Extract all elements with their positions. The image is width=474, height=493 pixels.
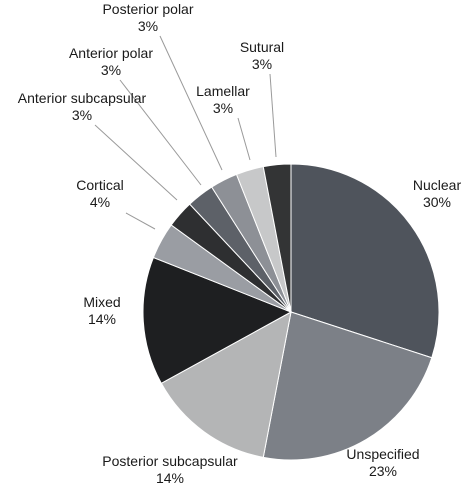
slice-mixed <box>142 256 293 384</box>
leader-lines <box>94 35 277 230</box>
label-percent: 14% <box>88 311 116 327</box>
slice-unspecified <box>262 311 433 461</box>
label-mixed: Mixed 14% <box>83 294 120 327</box>
label-percent: 3% <box>138 18 158 34</box>
label-percent: 3% <box>252 56 272 72</box>
leader-line-sutural <box>269 73 277 158</box>
label-percent: 4% <box>90 194 110 210</box>
label-name: Anterior polar <box>69 45 153 61</box>
slice-nuclear <box>290 163 440 359</box>
label-percent: 14% <box>156 470 184 486</box>
label-nuclear: Nuclear 30% <box>413 177 462 210</box>
leader-line-anterior-subcapsular <box>94 124 178 201</box>
slice-sutural <box>262 163 292 313</box>
label-unspecified: Unspecified 23% <box>346 446 419 479</box>
label-sutural: Sutural 3% <box>240 39 284 72</box>
slice-labels: Nuclear 30% Unspecified 23% Posterior subcap… <box>18 1 462 486</box>
label-name: Nuclear <box>413 177 462 193</box>
label-name: Unspecified <box>346 446 419 462</box>
label-name: Anterior subcapsular <box>18 90 147 106</box>
label-name: Posterior subcapsular <box>102 453 238 469</box>
label-percent: 23% <box>369 463 397 479</box>
label-posterior-subcapsular: Posterior subcapsular 14% <box>102 453 238 486</box>
label-name: Posterior polar <box>102 1 193 17</box>
label-percent: 3% <box>101 62 121 78</box>
label-lamellar: Lamellar 3% <box>196 83 250 116</box>
label-posterior-polar: Posterior polar 3% <box>102 1 193 34</box>
leader-line-posterior-polar <box>159 35 223 171</box>
label-cortical: Cortical 4% <box>76 177 123 210</box>
label-name: Lamellar <box>196 83 250 99</box>
label-anterior-polar: Anterior polar 3% <box>69 45 153 78</box>
label-name: Sutural <box>240 39 284 55</box>
label-name: Mixed <box>83 294 120 310</box>
label-percent: 3% <box>72 107 92 123</box>
label-percent: 3% <box>213 100 233 116</box>
label-percent: 30% <box>423 194 451 210</box>
slice-posterior-subcapsular <box>160 311 292 458</box>
label-name: Cortical <box>76 177 123 193</box>
leader-line-anterior-polar <box>119 79 202 186</box>
pie-slices <box>142 163 440 461</box>
leader-line-cortical <box>125 212 156 230</box>
leader-line-lamellar <box>237 117 251 161</box>
label-anterior-subcapsular: Anterior subcapsular 3% <box>18 90 147 123</box>
